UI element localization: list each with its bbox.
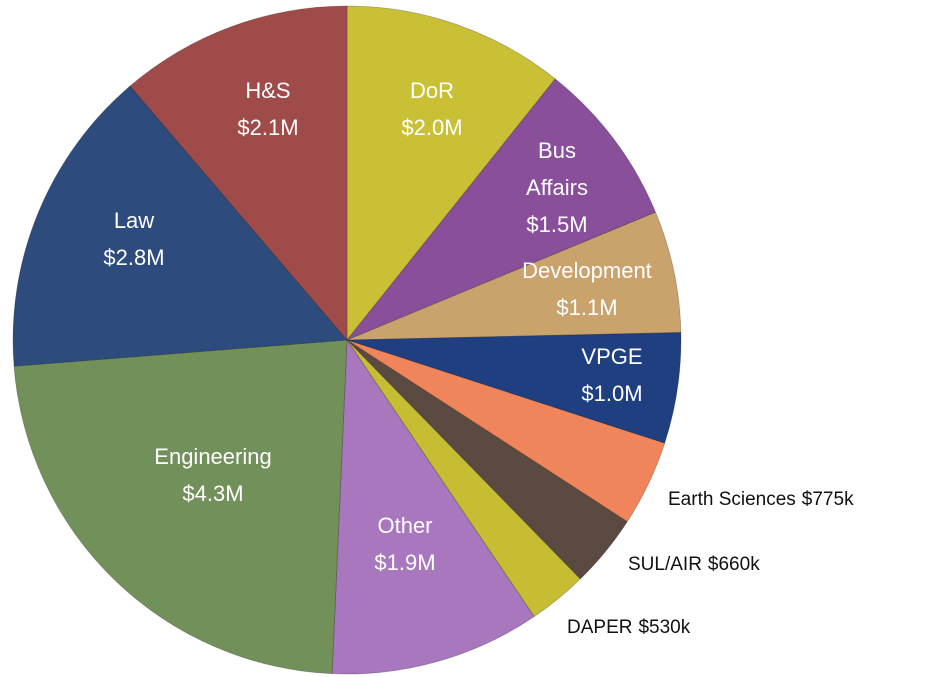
pie-slice bbox=[13, 339, 348, 675]
pie-slice bbox=[346, 339, 666, 523]
slice-category: DoR bbox=[410, 78, 454, 103]
slice-value: $1.1M bbox=[556, 295, 617, 320]
pie-slice bbox=[346, 332, 682, 444]
slice-label: VPGE $1.0M bbox=[581, 344, 642, 406]
slice-value: $2.0M bbox=[401, 115, 462, 140]
slice-category: Development bbox=[522, 258, 652, 283]
slice-label: DAPER $530k bbox=[567, 617, 691, 638]
slice-label: Bus Affairs $1.5M bbox=[526, 138, 588, 237]
slice-category: VPGE bbox=[581, 344, 642, 369]
pie-slice bbox=[129, 5, 348, 342]
slice-value: $530k bbox=[638, 617, 690, 638]
slice-label: DoR $2.0M bbox=[401, 78, 462, 140]
pie-slice bbox=[346, 78, 657, 341]
slice-value: $4.3M bbox=[182, 481, 243, 506]
pie-slice bbox=[331, 338, 535, 675]
slice-label: H&S $2.1M bbox=[237, 78, 298, 140]
slice-label: SUL/AIR $660k bbox=[628, 554, 760, 575]
slice-value: $2.8M bbox=[103, 245, 164, 270]
slice-label: Other $1.9M bbox=[374, 513, 435, 575]
slice-category: Law bbox=[114, 208, 154, 233]
slice-category-line: Bus bbox=[538, 138, 576, 163]
slice-value: $1.5M bbox=[526, 212, 587, 237]
pie-slice bbox=[346, 339, 581, 618]
slice-value: $660k bbox=[708, 554, 760, 575]
slice-value: $2.1M bbox=[237, 115, 298, 140]
slice-value: $775k bbox=[802, 489, 854, 510]
slice-label: Earth Sciences $775k bbox=[668, 489, 854, 510]
slice-category: H&S bbox=[245, 78, 290, 103]
slice-label: Law $2.8M bbox=[103, 208, 164, 270]
pie-slice bbox=[12, 85, 348, 367]
slice-value: $1.0M bbox=[581, 381, 642, 406]
pie-slice bbox=[346, 211, 682, 341]
slice-category-line: Affairs bbox=[526, 175, 588, 200]
pie-slice bbox=[346, 5, 556, 342]
slice-category: Earth Sciences bbox=[668, 489, 796, 510]
slice-category: Engineering bbox=[154, 444, 271, 469]
slice-label: Development $1.1M bbox=[522, 258, 652, 320]
slice-category: DAPER bbox=[567, 617, 632, 638]
slice-category: SUL/AIR bbox=[628, 554, 702, 575]
slice-value: $1.9M bbox=[374, 550, 435, 575]
slice-category: Other bbox=[377, 513, 432, 538]
slice-label: Engineering $4.3M bbox=[154, 444, 271, 506]
pie-slice bbox=[346, 339, 628, 580]
